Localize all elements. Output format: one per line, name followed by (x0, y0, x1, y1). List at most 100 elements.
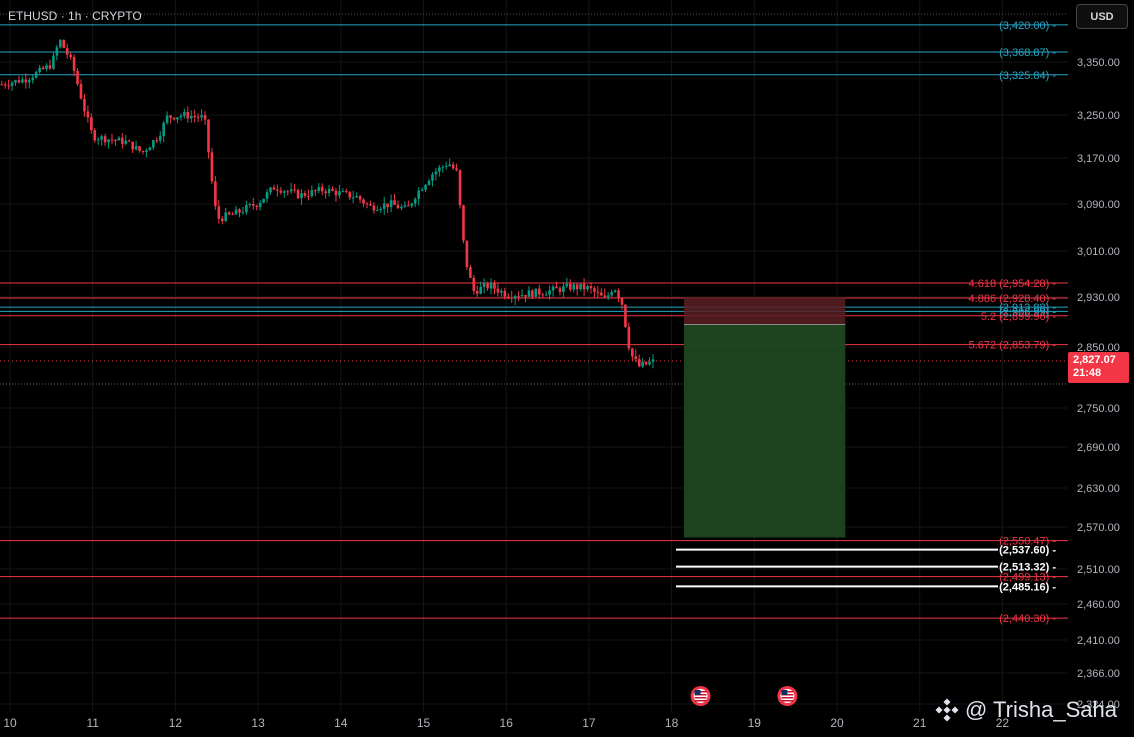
price-tick-label: 3,090.00 (1077, 199, 1120, 211)
symbol-header[interactable]: ETHUSD · 1h · CRYPTO (8, 9, 142, 23)
candle-body (65, 47, 69, 55)
candle-body (534, 288, 538, 297)
candle-body (469, 267, 472, 278)
candle-body (62, 39, 66, 48)
bar-countdown: 21:48 (1073, 367, 1102, 379)
candle-body (10, 82, 14, 86)
candle-body (396, 204, 400, 209)
take-profit-zone (684, 324, 846, 538)
candle-body (472, 277, 476, 292)
candle-body (307, 195, 310, 197)
candle-body (59, 39, 62, 48)
price-level-label: 4.886 (2,928.40) - (969, 293, 1057, 305)
candle-body (69, 54, 72, 58)
candle-body (493, 282, 496, 289)
candle-body (537, 288, 541, 295)
market-type: CRYPTO (92, 9, 142, 23)
flag-stripe (694, 700, 707, 702)
time-tick-label: 19 (748, 716, 762, 730)
candle-body (103, 136, 107, 143)
candle-body (403, 205, 407, 207)
candle-body (34, 72, 38, 78)
candle-body (231, 214, 234, 216)
candle-body (276, 189, 279, 191)
candle-body (510, 297, 514, 299)
candle-body (369, 204, 372, 206)
price-tick-label: 2,510.00 (1077, 564, 1120, 576)
candle-body (107, 139, 110, 143)
candle-body (41, 67, 45, 70)
watermark: @ Trisha_Saha (935, 697, 1117, 723)
candle-body (76, 70, 79, 85)
currency-button[interactable]: USD (1076, 4, 1128, 29)
candle-body (310, 190, 314, 197)
candle-body (172, 117, 176, 120)
candle-body (424, 184, 427, 190)
candle-body (486, 283, 489, 289)
candle-body (31, 77, 35, 81)
candle-body (96, 139, 100, 141)
candle-body (179, 115, 183, 118)
candle-body (93, 130, 97, 141)
price-tick-label: 2,690.00 (1077, 442, 1120, 454)
candle-body (176, 117, 179, 120)
candle-body (334, 190, 338, 196)
candle-body (296, 190, 300, 199)
candle-body (648, 361, 651, 365)
time-tick-label: 13 (251, 716, 265, 730)
candle-body (444, 166, 448, 168)
candle-body (21, 79, 24, 83)
candle-body (186, 112, 190, 119)
candle-body (431, 174, 434, 181)
price-level-label: (3,325.84) - (999, 70, 1056, 82)
time-tick-label: 21 (913, 716, 927, 730)
candle-body (127, 140, 131, 142)
price-tick-label: 2,750.00 (1077, 403, 1120, 415)
binance-square-logo-icon (935, 698, 959, 722)
candle-body (38, 67, 41, 73)
candle-body (506, 296, 510, 298)
us-flag-icon[interactable] (690, 686, 711, 706)
candle-body (227, 212, 231, 215)
candle-body (376, 209, 379, 211)
price-tick-label: 2,570.00 (1077, 522, 1120, 534)
candle-body (489, 282, 493, 289)
us-flag-icon[interactable] (777, 686, 798, 706)
candle-body (289, 189, 293, 192)
candle-body (382, 203, 386, 209)
candle-body (117, 137, 121, 141)
price-levels (0, 24, 1068, 619)
candle-body (258, 202, 262, 207)
price-level-labels: (3,420.00) - (3,368.87) - (3,325.84) - 4.61… (969, 20, 1057, 625)
candle-body (496, 288, 500, 293)
candle-body (269, 187, 272, 193)
price-level-label: (2,485.16) - (999, 581, 1056, 593)
candle-body (210, 152, 214, 182)
candle-body (620, 298, 624, 305)
candle-body (627, 326, 631, 349)
candle-body (48, 65, 52, 69)
candle-body (624, 304, 627, 327)
candle-body (162, 122, 165, 137)
price-level-label: (2,906.99) - (999, 306, 1056, 318)
time-axis: 10 11 12 13 14 15 16 17 18 19 20 21 22 (3, 716, 1009, 730)
candle-body (410, 203, 414, 206)
candle-body (241, 212, 245, 214)
candle-body (527, 290, 531, 297)
candle-body (438, 167, 441, 172)
candle-body (200, 115, 203, 118)
interval: 1h (68, 9, 82, 23)
candle-body (441, 166, 445, 168)
time-tick-label: 17 (582, 716, 596, 730)
candle-body (217, 206, 221, 219)
candle-body (155, 140, 159, 142)
price-tick-label: 3,250.00 (1077, 110, 1120, 122)
candle-body (606, 295, 610, 298)
candle-body (83, 98, 86, 112)
price-level-label: 5.672 (2,853.79) - (969, 340, 1057, 352)
candle-body (355, 196, 358, 198)
price-tick-label: 2,324.00 (1077, 699, 1120, 711)
candle-body (145, 150, 148, 152)
candle-body (558, 288, 562, 292)
